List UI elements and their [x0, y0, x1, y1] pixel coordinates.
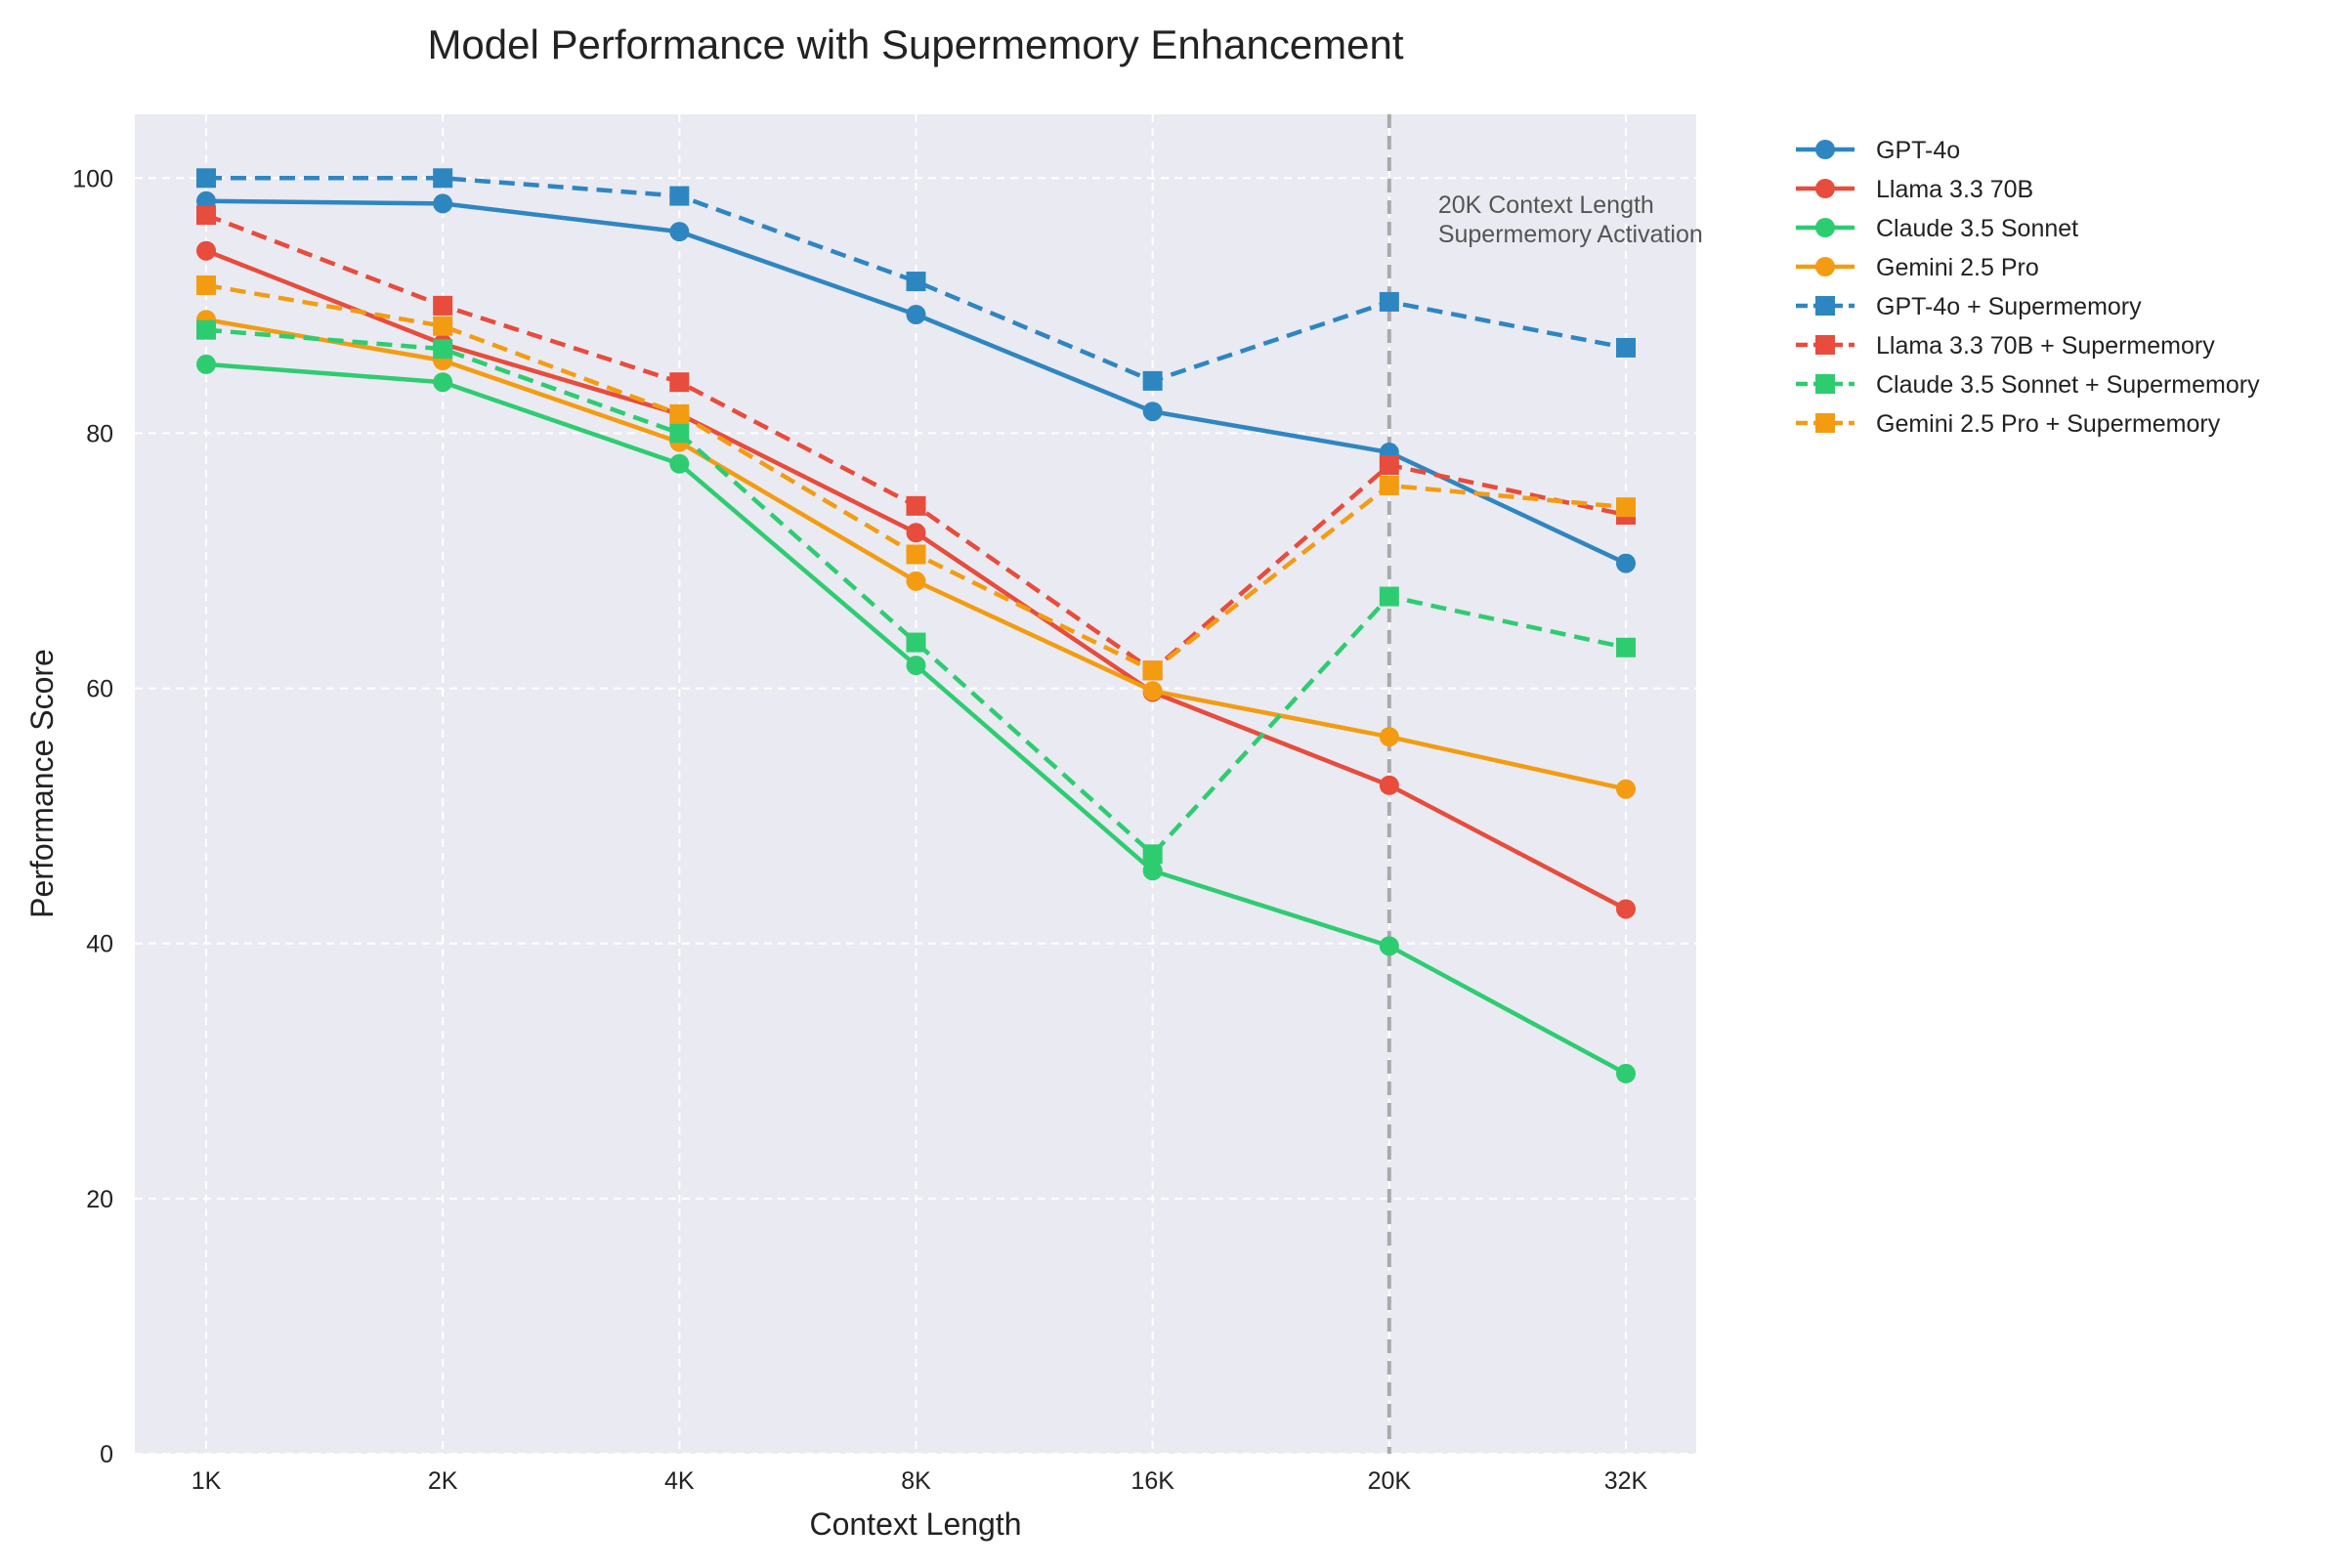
- data-point: [196, 354, 216, 374]
- data-point: [906, 523, 926, 543]
- data-point: [433, 339, 453, 360]
- legend-swatch-marker: [1815, 374, 1835, 394]
- y-tick-label: 80: [86, 420, 113, 447]
- legend-item: Llama 3.3 70B + Supermemory: [1796, 332, 2215, 360]
- x-tick-label: 1K: [192, 1467, 222, 1495]
- data-point: [1616, 899, 1636, 919]
- legend-item: Llama 3.3 70B: [1796, 176, 2033, 203]
- data-point: [1142, 402, 1163, 422]
- legend-swatch-marker: [1815, 413, 1835, 433]
- data-point: [906, 632, 926, 653]
- data-point: [196, 168, 216, 189]
- x-tick-label: 8K: [901, 1467, 931, 1495]
- legend-label: Gemini 2.5 Pro: [1876, 254, 2039, 281]
- data-point: [1142, 861, 1163, 881]
- legend-label: Llama 3.3 70B: [1876, 176, 2033, 203]
- series-lines: [196, 168, 1636, 1083]
- data-point: [1616, 337, 1636, 358]
- data-point: [669, 423, 690, 444]
- activation-annotation: 20K Context Length: [1438, 191, 1654, 219]
- legend-label: Claude 3.5 Sonnet: [1876, 215, 2078, 242]
- data-point: [196, 240, 216, 261]
- data-point: [669, 222, 690, 242]
- series: [196, 354, 1636, 1083]
- data-point: [669, 403, 690, 424]
- data-point: [433, 316, 453, 336]
- x-axis-label: Context Length: [809, 1506, 1021, 1542]
- data-point: [1379, 291, 1399, 312]
- legend: GPT-4o Llama 3.3 70B Claude 3.5 Sonnet Gemi…: [1796, 137, 2260, 438]
- legend-swatch-marker: [1815, 296, 1835, 316]
- data-point: [1379, 455, 1399, 476]
- legend-label: Llama 3.3 70B + Supermemory: [1876, 332, 2215, 360]
- data-point: [669, 186, 690, 206]
- data-point: [1142, 660, 1163, 681]
- series: [196, 168, 1636, 391]
- legend-swatch-marker: [1815, 218, 1835, 237]
- x-tick-label: 16K: [1130, 1467, 1174, 1495]
- data-point: [196, 319, 216, 340]
- data-point: [1616, 497, 1636, 518]
- data-point: [669, 372, 690, 393]
- legend-item: Claude 3.5 Sonnet: [1796, 215, 2078, 242]
- data-point: [1379, 775, 1399, 795]
- legend-swatch-marker: [1815, 140, 1835, 159]
- data-point: [433, 372, 453, 393]
- data-point: [669, 453, 690, 474]
- chart-title: Model Performance with Supermemory Enhan…: [427, 21, 1403, 67]
- data-point: [1379, 727, 1399, 747]
- series: [196, 319, 1636, 865]
- data-point: [196, 205, 216, 226]
- legend-swatch-marker: [1815, 257, 1835, 276]
- data-point: [906, 272, 926, 292]
- data-point: [1616, 553, 1636, 573]
- data-point: [906, 656, 926, 676]
- y-tick-label: 100: [72, 165, 113, 192]
- data-point: [906, 571, 926, 591]
- data-point: [1142, 370, 1163, 391]
- x-tick-label: 4K: [664, 1467, 695, 1495]
- data-point: [433, 168, 453, 189]
- data-point: [906, 544, 926, 565]
- data-point: [1142, 844, 1163, 865]
- series: [196, 275, 1636, 681]
- data-point: [433, 295, 453, 316]
- activation-annotation: Supermemory Activation: [1438, 221, 1703, 248]
- legend-swatch-marker: [1815, 179, 1835, 198]
- legend-item: Claude 3.5 Sonnet + Supermemory: [1796, 371, 2260, 399]
- data-point: [1616, 779, 1636, 799]
- x-tick-label: 20K: [1368, 1467, 1412, 1495]
- legend-label: GPT-4o + Supermemory: [1876, 293, 2142, 320]
- x-tick-label: 32K: [1604, 1467, 1648, 1495]
- y-tick-label: 40: [86, 931, 113, 958]
- legend-label: GPT-4o: [1876, 137, 1960, 164]
- y-tick-label: 20: [86, 1186, 113, 1213]
- data-point: [1142, 681, 1163, 701]
- legend-item: GPT-4o: [1796, 137, 1960, 164]
- data-point: [906, 495, 926, 516]
- data-point: [1379, 475, 1399, 495]
- data-point: [433, 193, 453, 214]
- data-point: [906, 304, 926, 324]
- axes: 0 20 40 60 80 100 1K 2K 4K 8K 16K 20K 32K: [72, 165, 1647, 1495]
- legend-swatch-marker: [1815, 335, 1835, 355]
- legend-item: Gemini 2.5 Pro + Supermemory: [1796, 410, 2221, 438]
- legend-item: GPT-4o + Supermemory: [1796, 293, 2142, 320]
- x-tick-label: 2K: [428, 1467, 458, 1495]
- legend-item: Gemini 2.5 Pro: [1796, 254, 2039, 281]
- y-axis-label: Performance Score: [24, 649, 60, 918]
- legend-label: Claude 3.5 Sonnet + Supermemory: [1876, 371, 2260, 399]
- data-point: [196, 275, 216, 295]
- data-point: [1379, 586, 1399, 607]
- y-tick-label: 60: [86, 676, 113, 703]
- data-point: [1616, 1063, 1636, 1083]
- data-point: [1616, 637, 1636, 657]
- series: [196, 191, 1636, 573]
- data-point: [1379, 936, 1399, 956]
- y-tick-label: 0: [100, 1441, 113, 1468]
- legend-label: Gemini 2.5 Pro + Supermemory: [1876, 410, 2221, 438]
